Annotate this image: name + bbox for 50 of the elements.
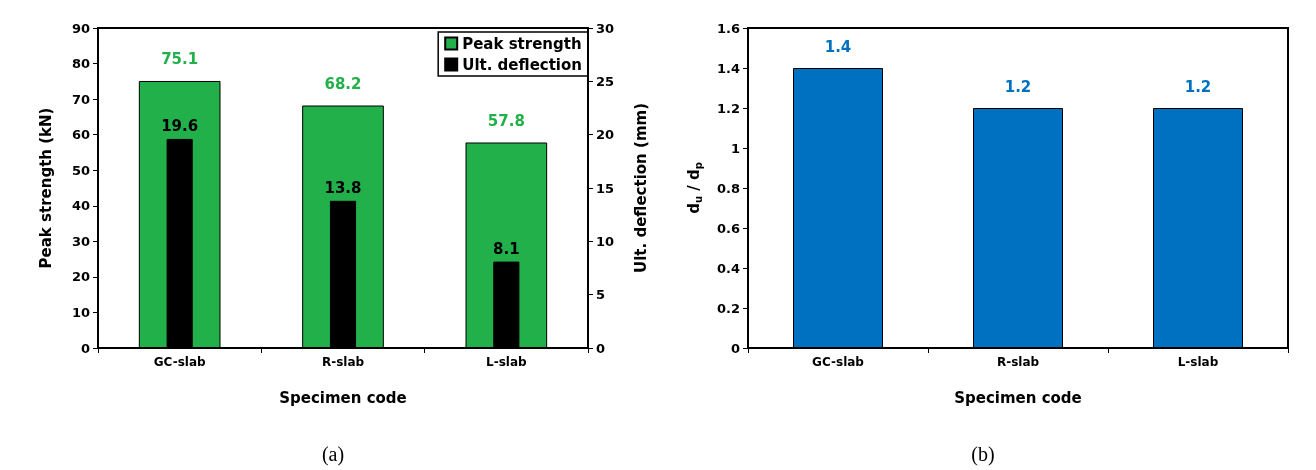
y2-tick-label: 15 (596, 180, 615, 196)
y2-tick-label: 0 (596, 340, 606, 356)
y-axis-title: Peak strength (kN) (36, 107, 55, 269)
y-tick-label: 0 (80, 340, 90, 356)
data-label: 8.1 (493, 240, 520, 259)
y-tick-label: 70 (71, 91, 90, 107)
x-tick-label: R-slab (321, 355, 365, 369)
legend-label: Ult. deflection (462, 55, 583, 74)
text: (b) (971, 443, 995, 466)
x-axis-title: Specimen code (279, 388, 407, 407)
y-tick-label: 40 (71, 198, 90, 214)
y-tick-label: 1.6 (716, 20, 740, 36)
y2-tick-label: 25 (596, 73, 615, 89)
y-tick-label: 20 (71, 269, 90, 285)
y-tick-label: 1 (730, 140, 740, 156)
y2-tick-label: 5 (596, 287, 606, 303)
y-axis-title: du / dp (685, 162, 704, 214)
y-tick-label: 30 (71, 233, 90, 249)
x-tick-label: L-slab (486, 355, 528, 369)
data-label: 1.4 (824, 37, 852, 56)
y-tick-label: 0.2 (716, 300, 740, 316)
y-tick-label: 0 (730, 340, 740, 356)
data-label: 19.6 (161, 117, 199, 136)
data-label: 68.2 (324, 75, 362, 94)
y2-tick-label: 10 (596, 233, 615, 249)
x-axis-title: Specimen code (954, 388, 1082, 407)
data-label: 13.8 (324, 179, 362, 198)
y-tick-label: 60 (71, 127, 90, 143)
y-tick-label: 90 (71, 20, 90, 36)
data-label: 1.2 (1004, 77, 1032, 96)
y-tick-label: 50 (71, 162, 90, 178)
x-tick-label: L-slab (1177, 355, 1219, 369)
y-tick-label: 0.8 (716, 180, 740, 196)
x-tick-label: R-slab (996, 355, 1040, 369)
y2-axis-title: Ult. deflection (mm) (631, 103, 650, 273)
data-label: 57.8 (487, 111, 525, 130)
legend-label: Peak strength (462, 34, 582, 53)
x-tick-label: GC-slab (812, 355, 865, 369)
data-label: 1.2 (1184, 77, 1212, 96)
y-tick-label: 1.2 (716, 100, 740, 116)
y-tick-label: 1.4 (716, 60, 740, 76)
y2-tick-label: 20 (596, 127, 615, 143)
y-tick-label: 0.6 (716, 220, 740, 236)
x-tick-label: GC-slab (153, 355, 206, 369)
y2-tick-label: 30 (596, 20, 615, 36)
y-tick-label: 80 (71, 56, 90, 72)
data-label: 75.1 (161, 50, 199, 69)
text: (a) (321, 443, 345, 466)
y-tick-label: 10 (71, 304, 90, 320)
y-tick-label: 0.4 (716, 260, 740, 276)
